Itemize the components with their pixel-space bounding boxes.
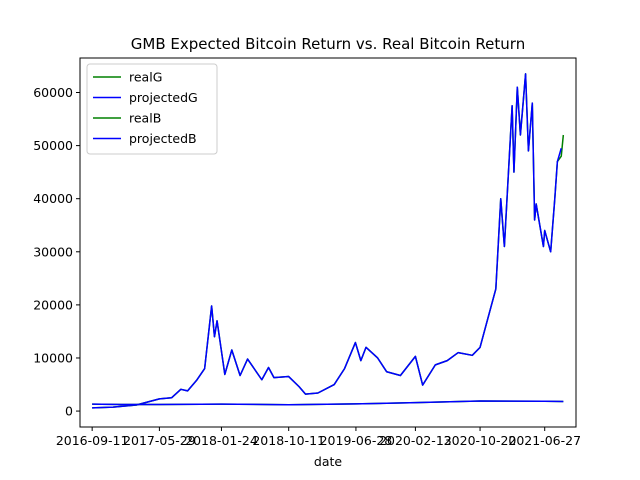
x-axis-label: date xyxy=(314,454,342,469)
x-tick-label: 2019-06-28 xyxy=(320,433,393,448)
x-axis: 2016-09-112017-05-292018-01-242018-10-11… xyxy=(56,427,581,448)
plot-frame xyxy=(79,57,577,428)
y-tick-label: 30000 xyxy=(33,244,73,259)
legend-label-projectedg: projectedG xyxy=(129,90,198,105)
x-tick-label: 2018-10-11 xyxy=(252,433,325,448)
y-tick-label: 20000 xyxy=(33,297,73,312)
x-tick-label: 2020-02-13 xyxy=(379,433,452,448)
legend-box xyxy=(86,63,218,155)
x-tick-label: 2017-05-29 xyxy=(123,433,196,448)
y-axis: 0 10000 20000 30000 40000 50000 60000 xyxy=(33,85,80,419)
y-tick-label: 50000 xyxy=(33,138,73,153)
x-tick-label: 2018-01-24 xyxy=(185,433,258,448)
y-tick-label: 60000 xyxy=(33,85,73,100)
x-tick-label: 2021-06-27 xyxy=(508,433,581,448)
chart-title: GMB Expected Bitcoin Return vs. Real Bit… xyxy=(131,35,525,53)
legend: realG projectedG realB projectedB xyxy=(86,63,218,155)
series-line-projectedb xyxy=(92,400,564,406)
x-tick-label: 2020-10-20 xyxy=(444,433,517,448)
series-layer xyxy=(92,73,565,409)
y-tick-label: 10000 xyxy=(33,350,73,365)
y-tick-label: 0 xyxy=(65,404,73,419)
x-tick-label: 2016-09-11 xyxy=(56,433,129,448)
series-line-projectedg xyxy=(92,73,562,409)
legend-label-realb: realB xyxy=(129,111,161,126)
y-tick-label: 40000 xyxy=(33,191,73,206)
legend-label-realg: realG xyxy=(129,70,162,85)
legend-label-projectedb: projectedB xyxy=(129,131,197,146)
